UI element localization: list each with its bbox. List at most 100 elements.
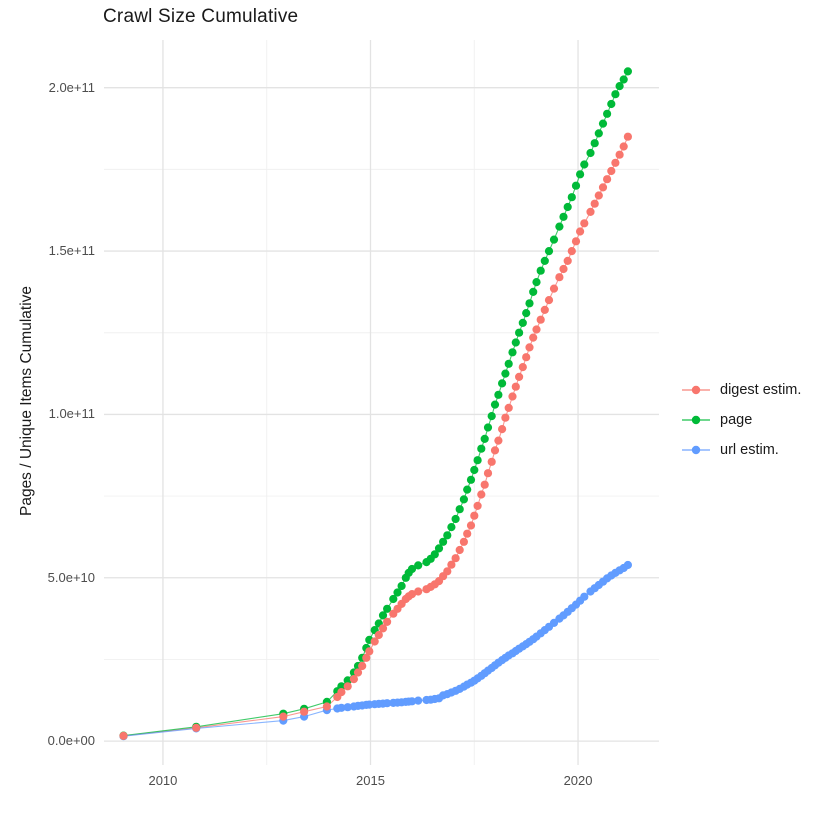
data-point-digest-estim- (567, 247, 576, 256)
data-point-page (532, 278, 541, 287)
data-point-url-estim- (343, 703, 352, 712)
data-point-page (511, 338, 520, 347)
data-point-digest-estim- (571, 237, 581, 246)
legend-label-page: page (720, 411, 753, 428)
y-tick-label: 1.5e+11 (48, 243, 95, 259)
chart-title: Crawl Size Cumulative (103, 6, 299, 27)
data-point-digest-estim- (374, 630, 383, 640)
data-point-page (594, 129, 603, 138)
data-point-page (430, 550, 439, 559)
data-point-digest-estim- (494, 436, 503, 445)
data-point-digest-estim- (483, 469, 493, 478)
data-point-page (508, 348, 517, 357)
data-point-page (615, 82, 624, 91)
data-point-digest-estim- (358, 661, 367, 671)
data-point-digest-estim- (549, 284, 559, 293)
data-point-digest-estim- (525, 343, 534, 352)
data-point-digest-estim- (580, 219, 589, 228)
data-point-digest-estim- (615, 150, 624, 159)
data-point-digest-estim- (378, 624, 388, 633)
legend-item-digest: digest estim. (681, 379, 801, 400)
legend-key-digest-icon (682, 385, 710, 394)
data-point-page (477, 444, 486, 453)
data-point-page (567, 193, 576, 202)
data-point-page (603, 109, 612, 118)
data-point-digest-estim- (590, 199, 599, 208)
x-tick-label: 2015 (356, 773, 385, 788)
data-point-digest-estim- (490, 446, 500, 455)
data-point-page (590, 139, 599, 148)
data-point-page (451, 514, 460, 524)
data-point-page (555, 222, 564, 231)
data-point-page (480, 434, 489, 443)
data-point-page (393, 588, 402, 597)
data-point-page (586, 148, 595, 158)
data-point-page (598, 119, 608, 128)
data-point-page (383, 604, 392, 613)
data-point-page (487, 412, 496, 421)
data-point-page (576, 170, 585, 179)
data-point-digest-estim- (518, 363, 527, 372)
data-point-digest-estim- (559, 264, 568, 274)
data-point-digest-estim- (576, 227, 585, 236)
data-point-page (529, 287, 538, 296)
data-point-digest-estim- (383, 617, 392, 627)
legend-key-page-icon (682, 415, 710, 424)
data-point-digest-estim- (463, 529, 472, 538)
data-point-page (397, 581, 406, 591)
data-point-digest-estim- (451, 554, 460, 563)
data-point-digest-estim- (337, 688, 346, 697)
data-point-page (490, 400, 500, 409)
data-point-url-estim- (337, 703, 346, 712)
x-tick-label: 2020 (563, 773, 593, 788)
data-point-url-estim- (383, 699, 392, 708)
data-point-digest-estim- (544, 296, 554, 305)
data-point-digest-estim- (119, 731, 128, 741)
data-point-digest-estim- (477, 490, 486, 499)
data-point-digest-estim- (611, 158, 620, 167)
data-point-url-estim- (623, 560, 633, 570)
series-line-page (123, 71, 629, 737)
data-point-digest-estim- (607, 166, 616, 176)
data-point-digest-estim- (362, 653, 371, 662)
data-point-page (455, 505, 464, 514)
legend-label-digest: digest estim. (720, 381, 802, 398)
series-line-digest-estim- (123, 136, 629, 737)
y-tick-label: 5.0e+10 (47, 569, 95, 585)
data-point-page (504, 359, 513, 368)
data-point-page (619, 75, 628, 84)
data-point-digest-estim- (466, 521, 476, 530)
data-point-digest-estim- (343, 682, 352, 691)
data-point-page (559, 212, 568, 221)
series-line-url-estim- (123, 564, 629, 737)
y-tick-label: 2.0e+11 (48, 79, 95, 95)
data-point-page (466, 475, 476, 484)
data-point-page (494, 390, 503, 399)
data-point-page (607, 99, 616, 109)
data-point-page (407, 564, 417, 574)
data-point-url-estim- (414, 696, 423, 705)
data-point-page (544, 247, 554, 256)
data-point-digest-estim- (407, 590, 417, 599)
data-point-digest-estim- (498, 425, 507, 434)
x-tick-label: 2010 (148, 773, 178, 788)
data-point-page (498, 379, 507, 388)
data-point-page (473, 456, 482, 465)
data-point-digest-estim- (349, 675, 358, 684)
data-point-page (501, 369, 510, 378)
data-point-digest-estim- (508, 392, 517, 401)
data-point-digest-estim- (447, 560, 456, 569)
data-point-digest-estim- (279, 712, 288, 721)
data-point-url-estim- (580, 592, 589, 601)
legend-item-page: page (681, 409, 801, 430)
legend-item-url: url estim. (681, 439, 801, 460)
data-point-digest-estim- (365, 647, 374, 656)
data-point-digest-estim- (473, 501, 482, 510)
data-point-digest-estim- (603, 175, 612, 184)
data-point-digest-estim- (487, 457, 496, 466)
y-tick-label: 1.0e+11 (48, 406, 95, 422)
data-point-digest-estim- (623, 132, 633, 141)
data-point-page (540, 256, 549, 265)
legend-label-url: url estim. (720, 441, 779, 458)
